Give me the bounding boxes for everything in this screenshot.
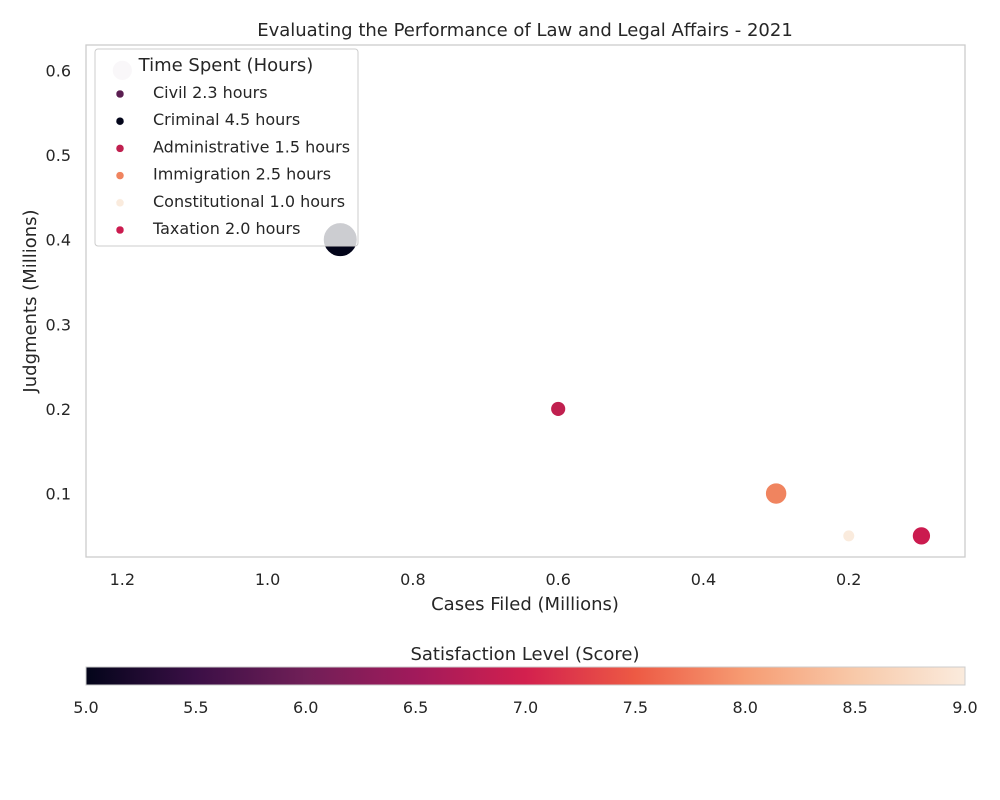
legend: Time Spent (Hours) Civil 2.3 hours Crimin…: [94, 48, 359, 247]
legend-entry-label: Civil 2.3 hours: [153, 83, 268, 102]
x-tick-label: 0.2: [836, 570, 861, 589]
y-tick-label: 0.5: [46, 146, 71, 165]
x-tick-labels: 1.2 1.0 0.8 0.6 0.4 0.2: [110, 570, 862, 589]
x-tick-label: 1.2: [110, 570, 135, 589]
scatter-point-constitutional: [842, 529, 856, 543]
colorbar-tick-label: 6.0: [293, 698, 318, 717]
legend-entry-label: Immigration 2.5 hours: [153, 165, 331, 184]
y-tick-label: 0.2: [46, 400, 71, 419]
legend-marker: [115, 171, 125, 180]
y-tick-label: 0.3: [46, 315, 71, 334]
legend-box: [94, 48, 359, 247]
legend-entry-label: Administrative 1.5 hours: [153, 137, 350, 156]
scatter-point-taxation: [911, 526, 932, 546]
legend-marker: [115, 198, 125, 208]
y-tick-label: 0.1: [46, 485, 71, 504]
colorbar-tick-label: 7.0: [513, 698, 538, 717]
legend-entries: Civil 2.3 hours Criminal 4.5 hours Adminis…: [115, 83, 350, 238]
x-tick-label: 0.4: [691, 570, 716, 589]
legend-marker: [115, 144, 125, 153]
legend-title: Time Spent (Hours): [138, 55, 314, 76]
colorbar-tick-label: 9.0: [952, 698, 977, 717]
chart-title: Evaluating the Performance of Law and Le…: [257, 20, 793, 41]
colorbar-tick-label: 6.5: [403, 698, 428, 717]
x-tick-label: 0.6: [545, 570, 570, 589]
legend-entry-label: Criminal 4.5 hours: [153, 110, 300, 129]
scatter-point-administrative: [550, 400, 567, 417]
colorbar-label: Satisfaction Level (Score): [410, 644, 639, 665]
colorbar-tick-label: 7.5: [623, 698, 648, 717]
colorbar-tick-label: 8.0: [733, 698, 758, 717]
y-tick-labels: 0.1 0.2 0.3 0.4 0.5 0.6: [46, 61, 71, 503]
y-tick-label: 0.4: [46, 231, 71, 250]
colorbar-tick-label: 8.5: [842, 698, 867, 717]
x-tick-label: 1.0: [255, 570, 280, 589]
x-tick-label: 0.8: [400, 570, 425, 589]
x-axis-label: Cases Filed (Millions): [431, 594, 619, 615]
legend-marker: [115, 225, 125, 235]
scatter-point-immigration: [764, 482, 788, 505]
y-axis-label: Judgments (Millions): [20, 209, 41, 393]
y-tick-label: 0.6: [46, 61, 71, 80]
legend-entry-label: Taxation 2.0 hours: [152, 219, 300, 238]
colorbar-tick-label: 5.5: [183, 698, 208, 717]
colorbar: Satisfaction Level (Score) 5.0 5.5 6.0 6.5 7…: [73, 644, 977, 717]
colorbar-tick-label: 5.0: [73, 698, 98, 717]
legend-entry-label: Constitutional 1.0 hours: [153, 192, 345, 211]
colorbar-tick-labels: 5.0 5.5 6.0 6.5 7.0 7.5 8.0 8.5 9.0: [73, 698, 977, 717]
colorbar-gradient: [85, 666, 966, 686]
legend-marker: [115, 116, 125, 126]
legend-marker: [115, 89, 125, 99]
